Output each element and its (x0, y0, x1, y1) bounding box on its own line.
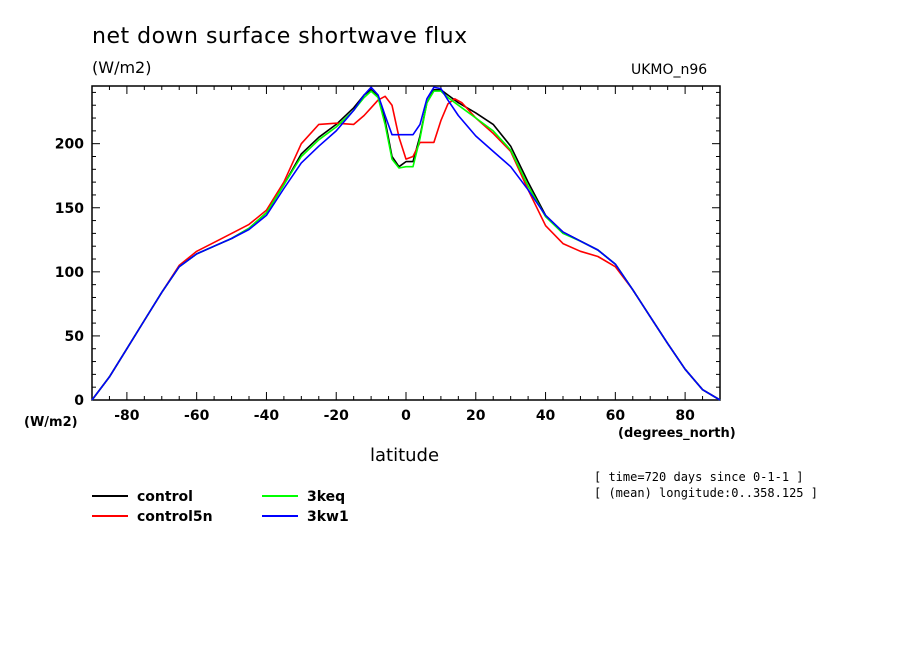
legend-label-3kw1: 3kw1 (307, 509, 349, 525)
x-tick-label: -40 (254, 408, 280, 424)
plot-frame (91, 85, 721, 401)
series-line-3kw1 (91, 86, 721, 401)
y-tick-label: 0 (74, 393, 84, 409)
x-axis-unit: (degrees_north) (618, 426, 736, 441)
x-tick-label: 60 (606, 408, 626, 424)
x-tick-label: -80 (114, 408, 140, 424)
legend-label-3keq: 3keq (307, 489, 345, 505)
series-line-control (91, 89, 721, 401)
legend-label-control: control (137, 489, 193, 505)
y-tick-label: 50 (65, 329, 85, 345)
x-tick-label: 20 (466, 408, 486, 424)
model-label: UKMO_n96 (631, 62, 708, 78)
axis-ticks: -80 -60 -40 -20 0 20 40 60 80 0 50 100 150 200 (55, 86, 721, 424)
time-info: [ time=720 days since 0-1-1 ] (594, 470, 804, 484)
longitude-info: [ (mean) longitude:0..358.125 ] (594, 486, 818, 500)
chart-title: net down surface shortwave flux (92, 24, 468, 49)
x-tick-label: -20 (324, 408, 350, 424)
chart-units: (W/m2) (92, 58, 152, 77)
y-tick-label: 200 (55, 137, 84, 153)
data-lines (91, 86, 721, 401)
x-tick-label: 80 (675, 408, 695, 424)
y-axis-unit: (W/m2) (24, 415, 78, 430)
legend-label-control5n: control5n (137, 509, 213, 525)
y-tick-label: 150 (55, 201, 84, 217)
legend: control control5n 3keq 3kw1 (92, 489, 349, 525)
x-tick-label: 0 (401, 408, 411, 424)
series-line-3keq (91, 90, 721, 401)
x-axis-label: latitude (370, 445, 440, 466)
y-tick-label: 100 (55, 265, 84, 281)
series-line-control5n (91, 95, 721, 401)
x-tick-label: -60 (184, 408, 210, 424)
x-tick-label: 40 (536, 408, 556, 424)
